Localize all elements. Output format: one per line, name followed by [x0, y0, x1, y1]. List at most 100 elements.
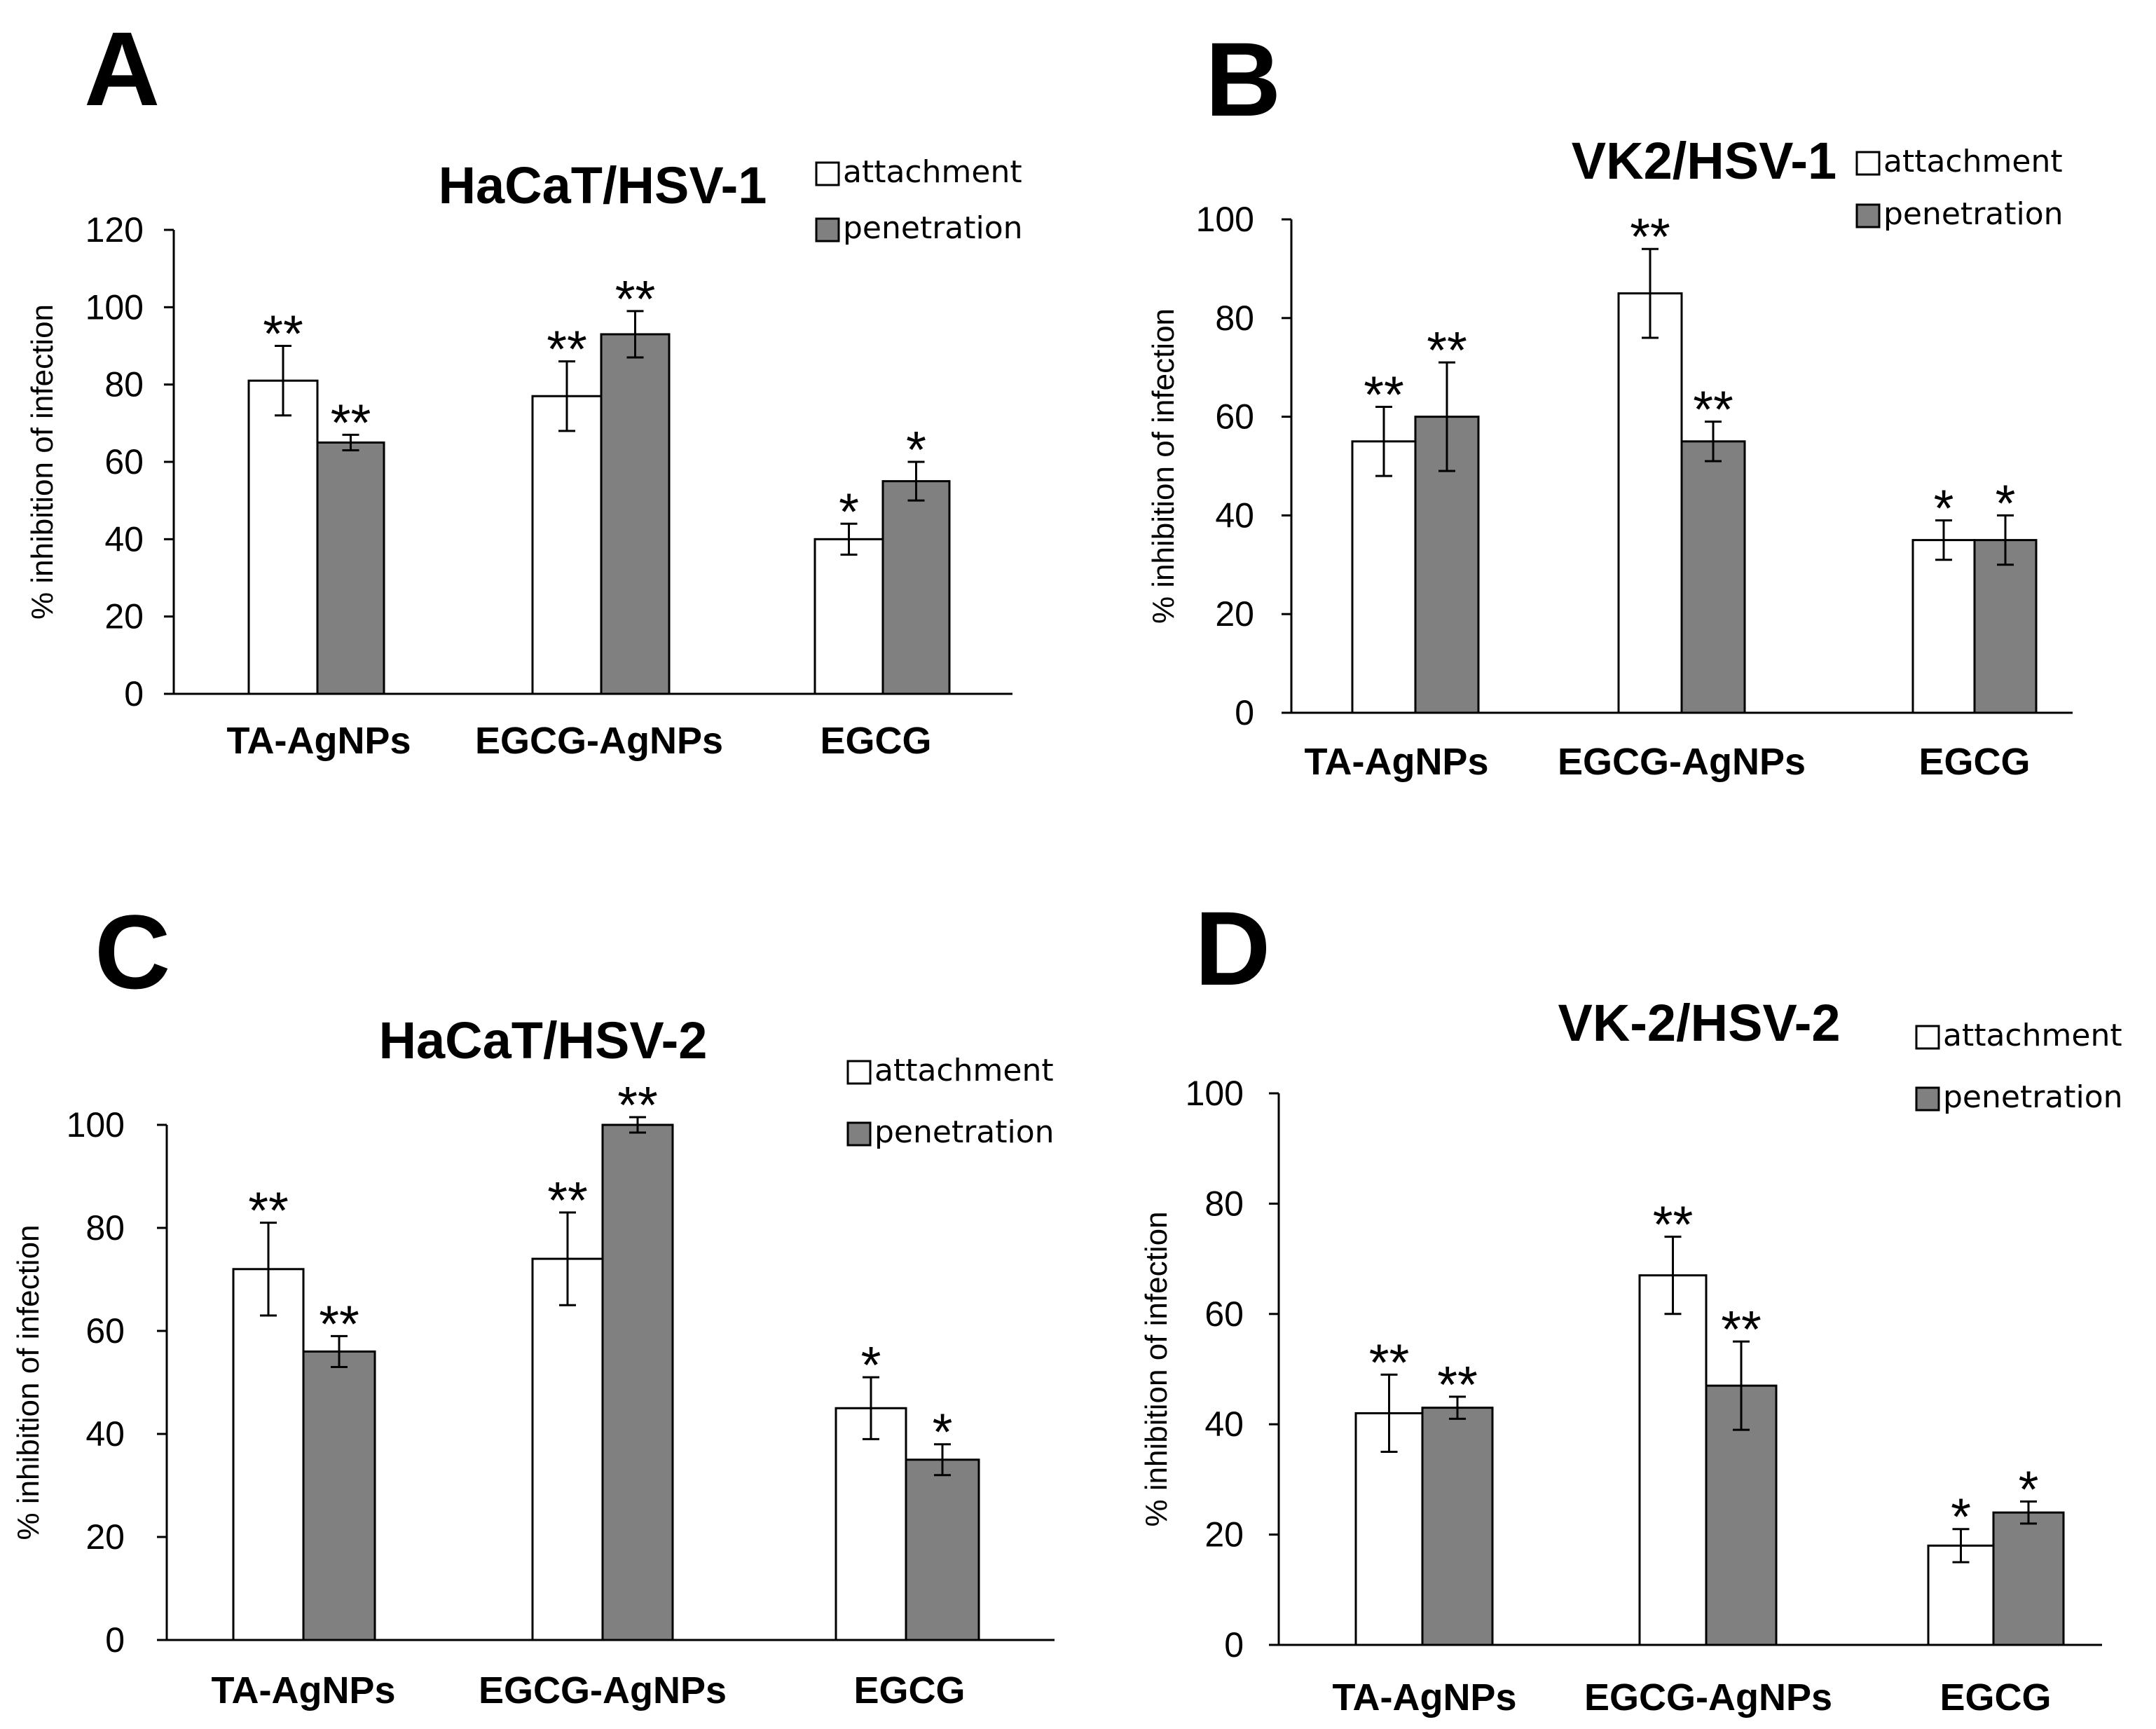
y-tick-label: 20 — [1215, 594, 1254, 634]
chart-title: HaCaT/HSV-1 — [439, 156, 767, 214]
significance-mark: * — [1934, 479, 1954, 537]
bar-attachment — [1351, 440, 1417, 714]
significance-mark: ** — [1364, 366, 1404, 424]
y-tick-label: 0 — [1235, 693, 1254, 732]
bar-penetration — [601, 1123, 674, 1641]
chart-title: VK-2/HSV-2 — [1558, 994, 1840, 1052]
legend-label: attachment — [843, 154, 1022, 190]
y-tick-label: 80 — [1204, 1184, 1244, 1223]
y-tick-label: 20 — [85, 1517, 125, 1557]
y-tick-label: 60 — [1215, 397, 1254, 437]
panel-letter: C — [95, 893, 170, 1011]
legend-swatch-attachment — [1855, 151, 1881, 176]
significance-mark: ** — [1693, 381, 1733, 439]
bar-attachment — [1638, 1274, 1708, 1646]
bar-attachment — [247, 379, 319, 695]
significance-mark: ** — [617, 1076, 658, 1134]
significance-mark: * — [2019, 1460, 2039, 1518]
x-category-label: EGCG-AgNPs — [479, 1669, 727, 1711]
y-tick-label: 0 — [124, 674, 144, 713]
x-category-label: EGCG — [1918, 741, 2030, 783]
y-tick-label: 40 — [1204, 1405, 1244, 1444]
y-tick-label: 80 — [104, 365, 144, 404]
y-tick-label: 40 — [85, 1414, 125, 1454]
bar-penetration — [905, 1458, 980, 1641]
panel-letter: A — [84, 10, 160, 128]
significance-mark: ** — [1427, 321, 1467, 379]
x-category-label: EGCG — [853, 1669, 965, 1711]
significance-mark: * — [839, 482, 859, 540]
panel-letter: B — [1205, 20, 1281, 138]
chart-title: VK2/HSV-1 — [1572, 132, 1836, 190]
y-axis-label: % inhibition of infection — [11, 1224, 46, 1540]
legend-swatch-penetration — [846, 1121, 872, 1147]
legend-swatch-penetration — [815, 217, 840, 242]
y-axis-label: % inhibition of infection — [1146, 308, 1181, 624]
legend-swatch-penetration — [1915, 1086, 1940, 1112]
legend: attachment penetration — [846, 1053, 1055, 1150]
x-category-label: EGCG-AgNPs — [1558, 741, 1806, 783]
significance-mark: ** — [1653, 1196, 1694, 1254]
y-tick-label: 100 — [85, 287, 144, 327]
legend-swatch-attachment — [846, 1060, 872, 1085]
y-tick-label: 0 — [105, 1620, 125, 1660]
legend-swatch-penetration — [1855, 203, 1881, 228]
x-category-label: EGCG — [820, 720, 931, 762]
bar-attachment — [232, 1268, 305, 1641]
significance-mark: ** — [1369, 1333, 1410, 1391]
x-category-label: TA-AgNPs — [227, 720, 411, 762]
y-axis-label: % inhibition of infection — [25, 304, 60, 620]
y-tick-label: 100 — [1196, 200, 1254, 239]
significance-mark: * — [1996, 474, 2016, 532]
legend: attachment penetration — [1855, 144, 2064, 232]
bar-attachment — [835, 1407, 907, 1641]
bar-penetration — [881, 480, 951, 695]
significance-mark: * — [933, 1403, 953, 1461]
x-category-label: EGCG — [1939, 1676, 2051, 1718]
significance-mark: ** — [263, 305, 303, 363]
significance-mark: ** — [1437, 1355, 1478, 1414]
legend-label: penetration — [1883, 196, 2064, 232]
significance-mark: ** — [1630, 207, 1670, 266]
significance-mark: ** — [319, 1294, 359, 1353]
legend-swatch-attachment — [1915, 1025, 1940, 1050]
significance-mark: ** — [615, 270, 656, 328]
panel-b: B VK2/HSV-1 % inhibition of infection 0 20 40… — [1146, 20, 2073, 783]
legend-label: attachment — [874, 1053, 1054, 1088]
y-tick-label: 0 — [1224, 1625, 1244, 1665]
bar-attachment — [813, 538, 884, 695]
bar-penetration — [302, 1350, 376, 1641]
chart-title: HaCaT/HSV-2 — [379, 1011, 708, 1069]
panel-c: C HaCaT/HSV-2 % inhibition of infection 0 20… — [11, 893, 1055, 1711]
bar-attachment — [531, 1257, 604, 1641]
y-tick-label: 20 — [1204, 1515, 1244, 1554]
significance-mark: * — [1951, 1488, 1971, 1546]
significance-mark: ** — [331, 393, 371, 451]
bar-attachment — [531, 395, 603, 695]
significance-mark: * — [861, 1336, 881, 1394]
y-tick-label: 100 — [67, 1105, 125, 1144]
legend-swatch-attachment — [815, 161, 840, 186]
x-category-label: TA-AgNPs — [1333, 1676, 1517, 1718]
significance-mark: ** — [547, 320, 587, 378]
legend: attachment penetration — [1915, 1018, 2123, 1115]
panel-d: D VK-2/HSV-2 % inhibition of infection 0 20 4… — [1139, 889, 2123, 1718]
legend-label: penetration — [874, 1114, 1055, 1150]
significance-mark: ** — [248, 1182, 289, 1240]
significance-mark: ** — [547, 1171, 588, 1229]
y-tick-label: 100 — [1186, 1074, 1244, 1113]
x-category-label: EGCG-AgNPs — [1584, 1676, 1832, 1718]
y-tick-label: 40 — [1215, 496, 1254, 535]
bar-penetration — [1680, 440, 1746, 714]
bar-attachment — [1911, 539, 1976, 714]
bar-penetration — [1992, 1511, 2065, 1646]
x-category-label: TA-AgNPs — [1305, 741, 1489, 783]
y-tick-label: 80 — [1215, 299, 1254, 338]
legend-label: penetration — [1943, 1079, 2123, 1115]
legend-label: attachment — [1943, 1018, 2122, 1053]
y-tick-label: 60 — [104, 442, 144, 481]
legend-label: attachment — [1883, 144, 2063, 179]
y-tick-label: 80 — [85, 1208, 125, 1248]
bar-penetration — [600, 333, 671, 695]
